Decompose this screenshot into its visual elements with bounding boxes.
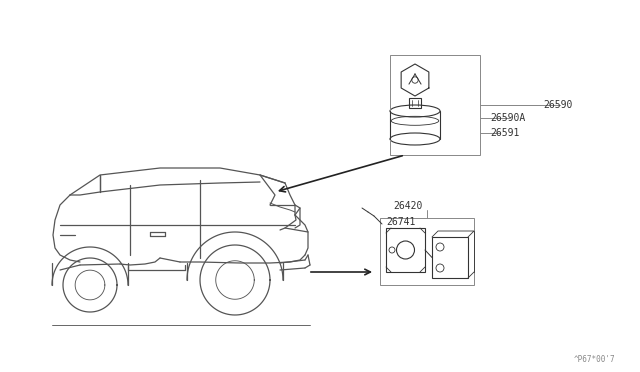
- Text: 26590: 26590: [543, 100, 572, 110]
- Bar: [380, 218, 474, 285]
- Text: 26741: 26741: [386, 217, 415, 227]
- Text: 26591: 26591: [490, 128, 520, 138]
- Bar: [409, 98, 421, 108]
- Text: 26420: 26420: [393, 201, 422, 211]
- Bar: [390, 55, 480, 155]
- Bar: [386, 228, 425, 272]
- Text: 26590A: 26590A: [490, 113, 525, 123]
- Text: ^P67*00'7: ^P67*00'7: [573, 355, 615, 364]
- Bar: [432, 237, 468, 278]
